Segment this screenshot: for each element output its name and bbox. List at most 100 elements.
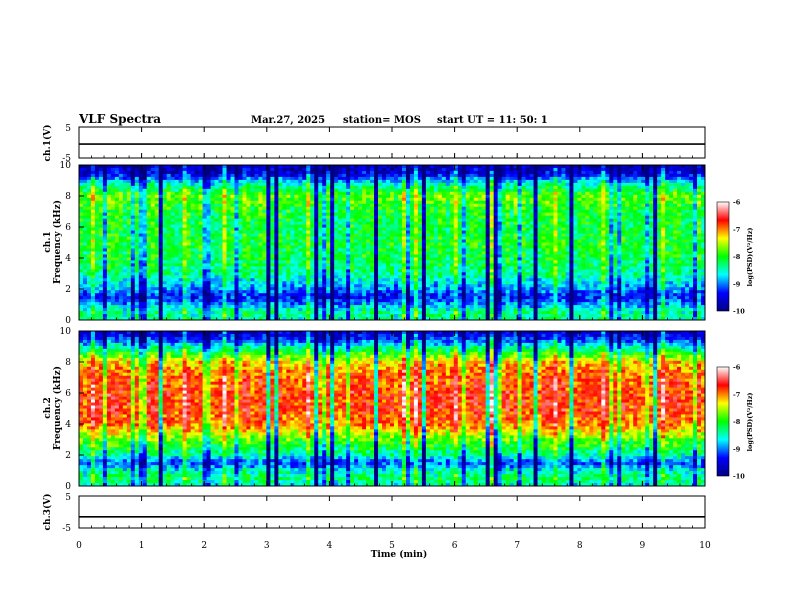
spectrogram-cell xyxy=(445,278,451,282)
spectrogram-cell xyxy=(437,245,443,249)
spectrogram-cell xyxy=(186,251,192,255)
spectrogram-cell xyxy=(326,230,331,234)
spectrogram-cell xyxy=(445,233,451,237)
spectrogram-cell xyxy=(326,170,331,175)
spectrogram-cell xyxy=(441,167,447,172)
spectrogram-cell xyxy=(102,194,108,199)
spectrogram-cell xyxy=(210,248,215,252)
spectrogram-cell xyxy=(318,269,323,273)
spectrogram-cell xyxy=(146,218,152,223)
spectrogram-cell xyxy=(110,230,116,234)
spectrogram-cell xyxy=(390,176,395,181)
spectrogram-cell xyxy=(194,209,200,214)
spectrogram-cell xyxy=(330,236,335,240)
spectrogram-cell xyxy=(146,167,152,172)
spectrogram-cell xyxy=(294,269,299,273)
spectrogram-cell xyxy=(214,227,219,231)
spectrogram-cell xyxy=(166,224,172,228)
spectrogram-cell xyxy=(326,182,331,187)
spectrogram-cell xyxy=(453,194,459,199)
spectrogram-cell xyxy=(142,281,148,285)
spectrogram-cell xyxy=(106,281,112,285)
spectrogram-cell xyxy=(258,272,263,276)
spectrogram-cell xyxy=(390,182,395,187)
spectrogram-cell xyxy=(445,290,451,294)
spectrogram-cell xyxy=(150,239,156,243)
spectrogram-cell xyxy=(118,176,124,181)
spectrogram-cell xyxy=(254,308,259,312)
spectrogram-cell xyxy=(79,191,84,196)
spectrogram-cell xyxy=(338,242,343,246)
spectrogram-cell xyxy=(437,200,443,205)
spectrogram-cell xyxy=(138,290,144,294)
spectrogram-cell xyxy=(397,215,403,220)
spectrogram-cell xyxy=(354,299,359,303)
spectrogram-cell xyxy=(366,311,371,315)
spectrogram-cell xyxy=(174,236,180,240)
spectrogram-cell xyxy=(254,311,259,315)
spectrogram-cell xyxy=(302,236,307,240)
spectrogram-cell xyxy=(230,188,235,193)
spectrogram-cell xyxy=(362,230,367,234)
spectrogram-cell xyxy=(314,185,319,190)
spectrogram-cell xyxy=(198,308,204,312)
spectrogram-cell xyxy=(110,215,116,220)
spectrogram-cell xyxy=(122,287,128,291)
spectrogram-cell xyxy=(130,302,136,306)
spectrogram-cell xyxy=(174,287,180,291)
spectrogram-cell xyxy=(457,206,463,211)
spectrogram-cell xyxy=(397,311,403,315)
spectrogram-cell xyxy=(409,251,415,255)
spectrogram-cell xyxy=(166,278,172,282)
spectrogram-cell xyxy=(441,290,447,294)
spectrogram-cell xyxy=(202,293,207,297)
spectrogram-cell xyxy=(358,203,363,208)
spectrogram-cell xyxy=(146,173,152,178)
spectrogram-cell xyxy=(202,308,207,312)
spectrogram-cell xyxy=(405,236,411,240)
spectrogram-cell xyxy=(210,176,215,181)
spectrogram-cell xyxy=(417,194,423,199)
spectrogram-cell xyxy=(425,257,431,261)
spectrogram-cell xyxy=(114,194,120,199)
spectrogram-cell xyxy=(246,191,251,196)
spectrogram-cell xyxy=(397,179,403,184)
spectrogram-cell xyxy=(401,165,407,169)
spectrogram-cell xyxy=(126,314,132,318)
spectrogram-cell xyxy=(433,230,439,234)
spectrogram-cell xyxy=(286,266,291,270)
spectrogram-cell xyxy=(82,215,88,220)
spectrogram-cell xyxy=(270,263,275,267)
spectrogram-cell xyxy=(90,302,96,306)
spectrogram-cell xyxy=(250,167,255,172)
spectrogram-cell xyxy=(274,203,279,208)
spectrogram-cell xyxy=(206,230,211,234)
spectrogram-cell xyxy=(222,236,227,240)
spectrogram-cell xyxy=(174,281,180,285)
spectrogram-cell xyxy=(409,203,415,208)
spectrogram-cell xyxy=(222,314,227,318)
spectrogram-cell xyxy=(370,221,375,226)
spectrogram-cell xyxy=(350,200,355,205)
spectrogram-cell xyxy=(302,182,307,187)
spectrogram-cell xyxy=(390,296,395,300)
spectrogram-cell xyxy=(278,179,283,184)
spectrogram-cell xyxy=(218,227,223,231)
spectrogram-cell xyxy=(453,242,459,246)
spectrogram-cell xyxy=(354,203,359,208)
spectrogram-cell xyxy=(366,269,371,273)
spectrogram-cell xyxy=(190,281,196,285)
spectrogram-cell xyxy=(146,293,152,297)
spectrogram-cell xyxy=(397,206,403,211)
spectrogram-cell xyxy=(82,224,88,228)
spectrogram-cell xyxy=(354,167,359,172)
spectrogram-cell xyxy=(413,272,419,276)
spectrogram-cell xyxy=(146,305,152,309)
spectrogram-cell xyxy=(338,260,343,264)
spectrogram-cell xyxy=(134,272,140,276)
spectrogram-cell xyxy=(194,203,200,208)
spectrogram-cell xyxy=(154,236,160,240)
spectrogram-cell xyxy=(250,278,255,282)
spectrogram-cell xyxy=(130,239,136,243)
spectrogram-cell xyxy=(417,197,423,202)
